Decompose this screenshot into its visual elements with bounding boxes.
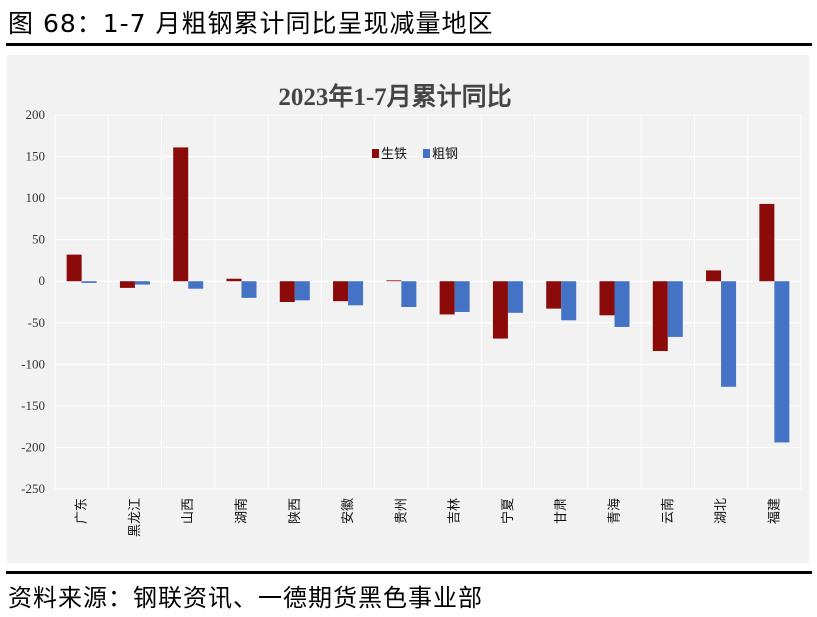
bar-pig-iron-4	[279, 281, 295, 302]
y-tick-label: -150	[21, 398, 45, 413]
x-tick-label: 黑龙江	[128, 498, 143, 537]
top-rule	[6, 43, 812, 46]
bar-pig-iron-6	[386, 280, 402, 282]
bar-pig-iron-13	[759, 203, 775, 282]
x-axis: 广东 黑龙江 山西 湖南 陕西 安徽 贵州 吉林 宁夏 甘肃 青海 云南 湖北 福建	[75, 498, 783, 537]
y-tick-label: 200	[26, 107, 46, 122]
x-tick-label: 陕西	[288, 498, 303, 524]
bar-pig-iron-1	[119, 281, 135, 288]
x-tick-label: 湖北	[714, 498, 729, 524]
y-axis: 200 150 100 50 0 -50 -100 -150 -200 -250	[21, 107, 45, 496]
x-tick-label: 贵州	[394, 498, 409, 524]
x-tick-label: 福建	[767, 498, 782, 524]
legend: 生铁 粗钢	[372, 147, 458, 162]
bars	[66, 147, 790, 443]
x-tick-label: 山西	[181, 498, 196, 524]
bar-crude-steel-13	[774, 281, 790, 443]
source-note: 资料来源：钢联资讯、一德期货黑色事业部	[8, 584, 483, 612]
x-tick-label: 甘肃	[554, 498, 569, 524]
bar-crude-steel-2	[188, 281, 204, 289]
bar-crude-steel-0	[81, 281, 97, 283]
bar-crude-steel-1	[134, 281, 150, 285]
y-tick-label: -250	[21, 481, 45, 496]
x-tick-label: 湖南	[234, 498, 250, 524]
bar-pig-iron-12	[706, 270, 722, 282]
bar-crude-steel-8	[507, 281, 523, 313]
legend-label-pig-iron: 生铁	[381, 147, 407, 162]
bar-pig-iron-7	[439, 281, 455, 315]
bar-pig-iron-3	[226, 278, 242, 282]
y-tick-label: 150	[26, 149, 46, 164]
bar-crude-steel-3	[241, 281, 257, 298]
chart-title: 2023年1-7月累计同比	[278, 82, 511, 111]
chart-area	[7, 55, 809, 563]
bar-crude-steel-10	[614, 281, 630, 327]
bar-pig-iron-11	[652, 281, 668, 352]
bar-crude-steel-12	[721, 281, 737, 387]
bar-pig-iron-5	[333, 281, 349, 302]
x-tick-label: 云南	[660, 498, 676, 524]
bar-crude-steel-9	[561, 281, 577, 321]
y-tick-label: 50	[32, 232, 45, 247]
bar-crude-steel-7	[454, 281, 470, 312]
y-tick-label: -200	[21, 439, 45, 454]
x-tick-label: 安徽	[341, 498, 356, 524]
bar-pig-iron-10	[599, 281, 615, 316]
legend-label-crude-steel: 粗钢	[432, 147, 458, 162]
bar-crude-steel-6	[401, 281, 417, 307]
legend-swatch-crude-steel	[423, 149, 430, 158]
bar-crude-steel-4	[294, 281, 310, 301]
bar-crude-steel-5	[348, 281, 364, 306]
legend-swatch-pig-iron	[372, 149, 379, 158]
y-tick-label: 0	[39, 273, 46, 288]
x-tick-label: 宁夏	[500, 498, 516, 524]
x-tick-label: 青海	[608, 498, 623, 524]
bar-pig-iron-9	[546, 281, 562, 309]
bar-crude-steel-11	[667, 281, 683, 337]
x-tick-label: 广东	[75, 498, 90, 524]
y-tick-label: -50	[28, 315, 45, 330]
gridlines	[54, 114, 802, 490]
bar-pig-iron-0	[66, 254, 82, 282]
y-tick-label: 100	[26, 190, 46, 205]
bottom-rule	[6, 571, 812, 574]
y-tick-label: -100	[21, 356, 45, 371]
x-tick-label: 吉林	[448, 498, 463, 524]
figure-title: 图 68：1-7 月粗钢累计同比呈现减量地区	[8, 9, 494, 38]
bar-pig-iron-2	[173, 147, 189, 282]
bar-pig-iron-8	[492, 281, 508, 339]
